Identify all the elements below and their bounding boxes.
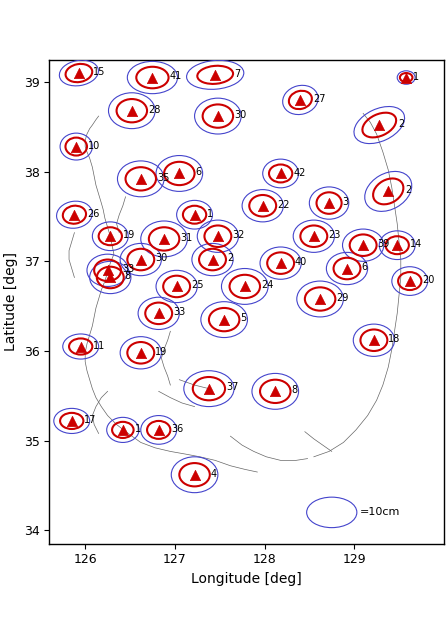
- Text: 17: 17: [84, 415, 97, 425]
- Point: [137, 348, 144, 358]
- Text: 19: 19: [155, 347, 168, 356]
- Text: 10: 10: [88, 141, 100, 151]
- Text: 35: 35: [157, 173, 169, 183]
- Point: [344, 264, 351, 273]
- Point: [75, 68, 82, 78]
- Text: 27: 27: [313, 94, 325, 104]
- Text: 5: 5: [240, 314, 246, 324]
- Point: [385, 187, 392, 197]
- Point: [77, 342, 84, 352]
- Text: 39: 39: [378, 239, 390, 249]
- Text: 20: 20: [422, 275, 435, 285]
- Text: 8: 8: [125, 272, 131, 281]
- Point: [107, 273, 114, 283]
- Point: [176, 169, 183, 179]
- Point: [403, 73, 410, 82]
- Text: 3: 3: [343, 197, 349, 207]
- Text: 1: 1: [414, 72, 419, 82]
- Text: 24: 24: [261, 280, 273, 290]
- Text: 2: 2: [227, 254, 233, 264]
- Point: [277, 258, 284, 268]
- Point: [155, 308, 162, 318]
- Text: 19: 19: [123, 231, 135, 241]
- Text: 25: 25: [191, 280, 203, 290]
- Y-axis label: Latitude [deg]: Latitude [deg]: [4, 252, 18, 351]
- Text: 33: 33: [122, 264, 134, 274]
- Text: 2: 2: [405, 185, 412, 195]
- Text: 1: 1: [134, 424, 141, 434]
- Point: [149, 73, 156, 82]
- Point: [297, 95, 304, 105]
- Point: [406, 276, 414, 286]
- Text: 30: 30: [155, 254, 168, 264]
- Text: 37: 37: [226, 383, 238, 392]
- Text: 14: 14: [410, 239, 422, 249]
- Point: [220, 315, 228, 325]
- Point: [209, 255, 216, 265]
- Text: 6: 6: [362, 262, 367, 272]
- Point: [191, 210, 198, 219]
- Text: 2: 2: [398, 119, 405, 129]
- Point: [137, 174, 144, 184]
- Point: [71, 210, 78, 219]
- Text: 30: 30: [234, 110, 246, 120]
- Text: 6: 6: [195, 167, 202, 177]
- Point: [191, 470, 198, 480]
- Point: [160, 234, 168, 244]
- Text: 8: 8: [291, 385, 297, 395]
- Point: [241, 281, 248, 291]
- Point: [205, 384, 212, 394]
- Point: [155, 425, 162, 435]
- Point: [214, 111, 221, 121]
- Point: [73, 141, 80, 151]
- Text: 15: 15: [93, 67, 106, 77]
- X-axis label: Longitude [deg]: Longitude [deg]: [191, 572, 302, 586]
- Text: 18: 18: [388, 334, 401, 344]
- Point: [360, 240, 367, 250]
- Text: 31: 31: [180, 232, 193, 243]
- Point: [259, 201, 266, 211]
- Text: 4: 4: [211, 469, 217, 479]
- Text: 7: 7: [234, 69, 240, 79]
- Point: [277, 169, 284, 179]
- Point: [370, 335, 378, 345]
- Text: 22: 22: [277, 200, 289, 210]
- Text: =10cm: =10cm: [360, 507, 400, 518]
- Text: 29: 29: [336, 293, 349, 303]
- Point: [326, 198, 333, 208]
- Text: 40: 40: [295, 257, 307, 267]
- Text: 33: 33: [173, 308, 185, 317]
- Point: [317, 294, 324, 304]
- Point: [104, 265, 111, 275]
- Point: [137, 255, 144, 265]
- Point: [376, 120, 383, 130]
- Point: [214, 231, 221, 241]
- Point: [310, 231, 317, 241]
- Text: 41: 41: [169, 71, 182, 81]
- Text: 11: 11: [93, 341, 105, 351]
- Text: 28: 28: [148, 105, 160, 115]
- Text: 36: 36: [171, 424, 184, 434]
- Point: [394, 240, 401, 250]
- Point: [211, 70, 219, 80]
- Text: 32: 32: [232, 230, 245, 240]
- Point: [128, 106, 135, 116]
- Text: 26: 26: [87, 209, 99, 219]
- Point: [271, 386, 279, 396]
- Text: 23: 23: [328, 230, 340, 240]
- Point: [119, 425, 126, 435]
- Point: [68, 416, 75, 426]
- Text: 42: 42: [293, 167, 306, 177]
- Point: [107, 231, 114, 241]
- Text: 1: 1: [207, 209, 213, 219]
- Point: [173, 281, 180, 291]
